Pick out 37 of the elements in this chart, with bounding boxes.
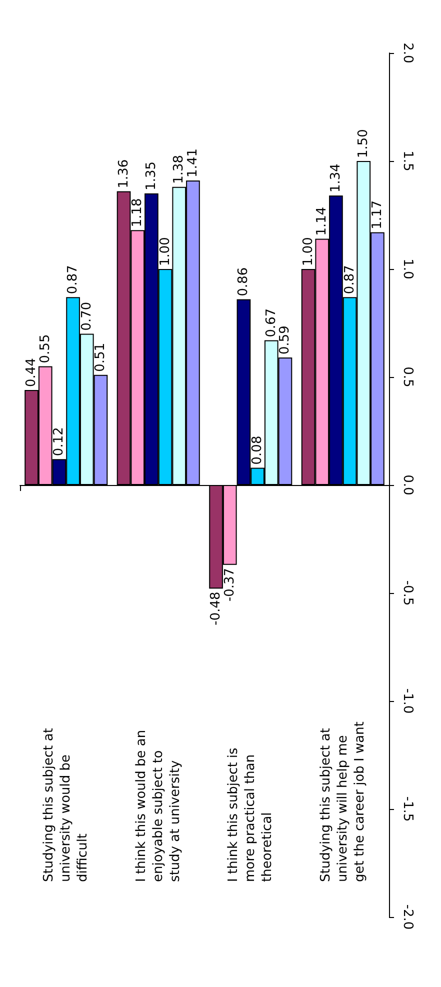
data-label: 1.41 [185, 148, 200, 178]
y-tick-label: -0.5 [400, 580, 415, 606]
data-label: 1.38 [172, 154, 187, 184]
data-label: 0.67 [264, 308, 279, 338]
x-tick-label: I think this would be an enjoyable subject to study at university [134, 726, 183, 882]
data-label: 0.59 [278, 326, 293, 355]
data-label: 0.12 [52, 427, 67, 456]
x-tick-label: Studying this subject at university would be difficult [42, 724, 91, 882]
y-tick-label: 2.0 [400, 42, 415, 64]
y-tick-label: -1.0 [400, 688, 415, 714]
data-label: 0.86 [236, 267, 252, 296]
data-label: 1.18 [130, 198, 146, 228]
data-label: 0.87 [342, 265, 358, 294]
data-label: 0.51 [93, 342, 108, 372]
data-label: 1.35 [144, 161, 159, 190]
data-label: 1.14 [314, 206, 330, 236]
data-label: 0.87 [66, 265, 81, 294]
y-tick-label: 1.0 [400, 258, 415, 280]
y-tick-label: 1.5 [400, 150, 415, 172]
y-tick-label: -2.0 [400, 904, 415, 930]
x-tick-label: Studying this subject at university will help me get the career job I want [318, 722, 368, 882]
data-label: -0.48 [208, 592, 224, 626]
data-label: 1.00 [300, 237, 316, 266]
data-label: 0.70 [79, 302, 94, 331]
data-label: -0.37 [222, 568, 238, 602]
data-label: 1.00 [158, 237, 173, 266]
data-label: 1.17 [370, 200, 385, 230]
data-label: 0.08 [250, 436, 266, 465]
y-tick-label: -1.5 [400, 796, 415, 822]
data-label: 0.44 [24, 358, 40, 387]
y-tick-label: 0.0 [400, 474, 415, 496]
x-tick-label: I think this subject is more practical than theoretical [226, 744, 276, 882]
data-label: 0.55 [38, 334, 53, 364]
data-label: 1.34 [328, 164, 344, 193]
y-tick-label: 0.5 [400, 366, 415, 388]
data-label: 1.36 [116, 159, 132, 188]
data-label: 1.50 [356, 129, 372, 158]
